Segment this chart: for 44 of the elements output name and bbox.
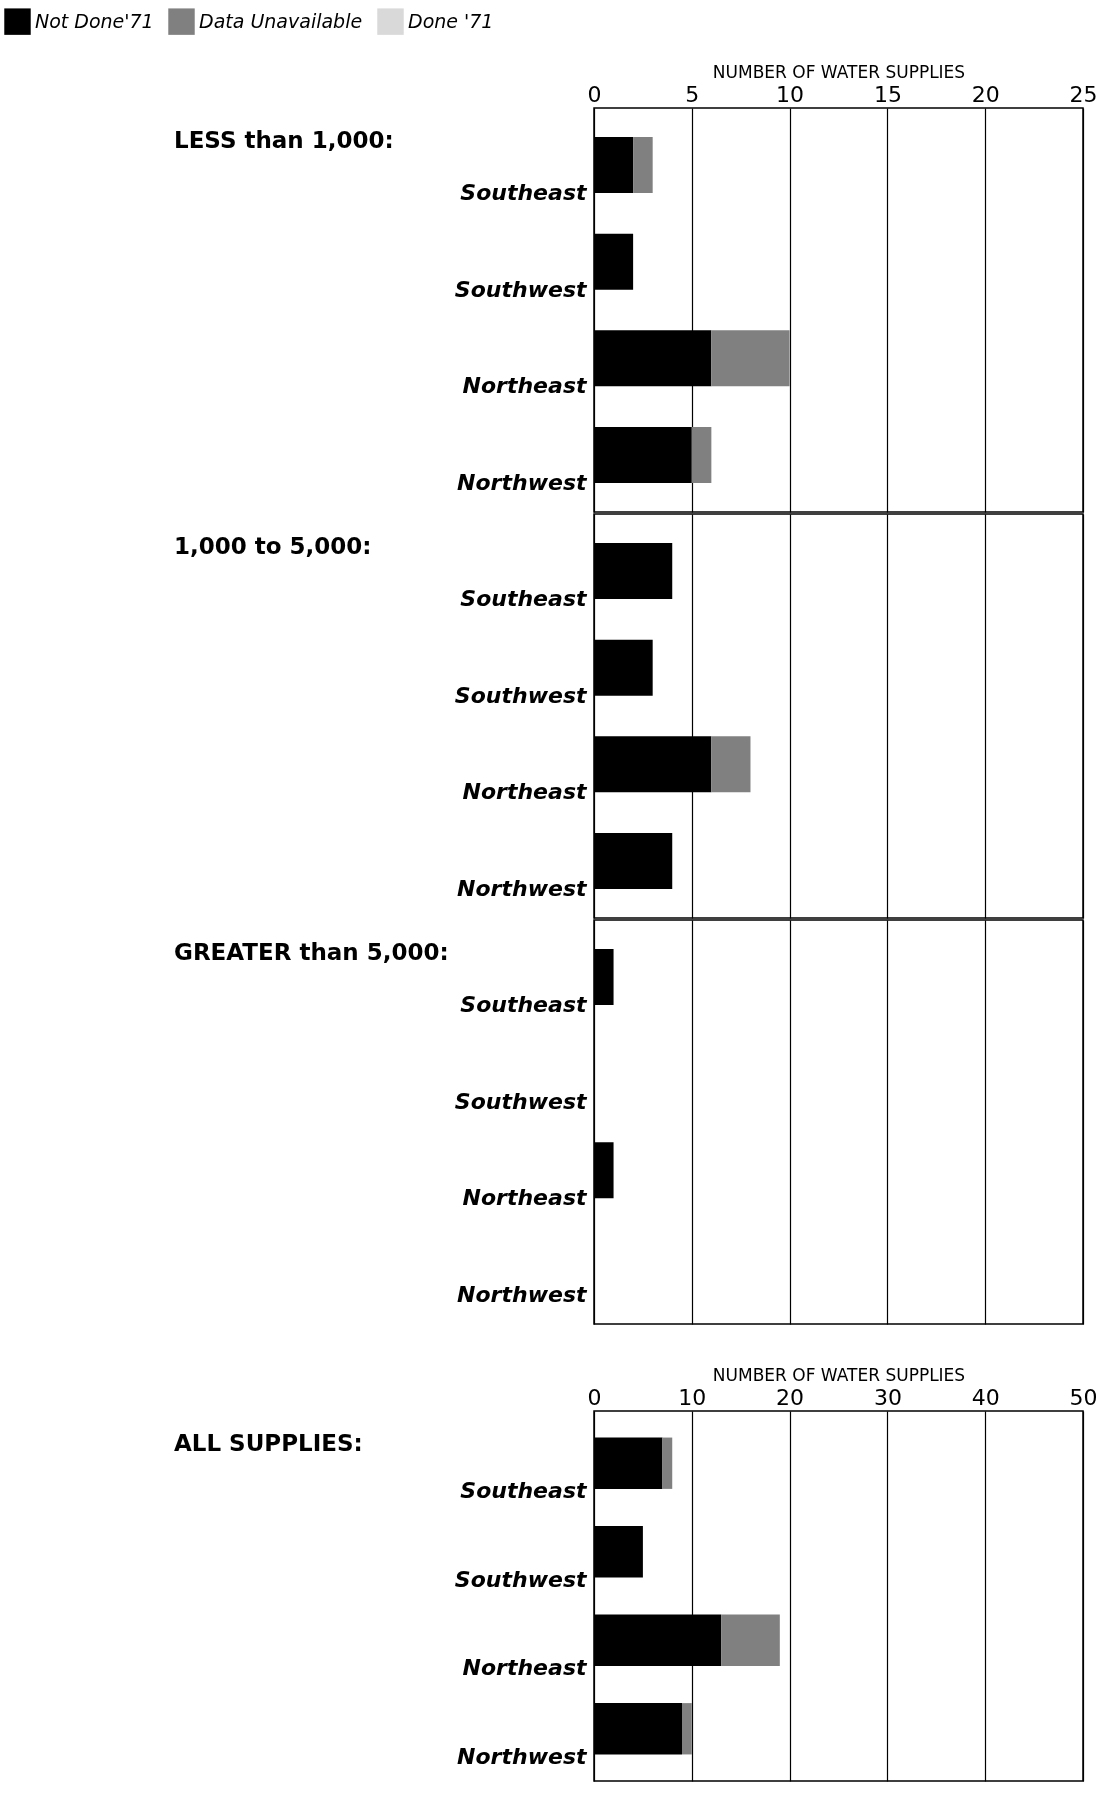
x-tick-label: 30 [873, 1384, 902, 1410]
x-tick-label: 10 [678, 1384, 707, 1410]
x-tick-label: 40 [971, 1384, 1000, 1410]
y-tick-label: Northeast [462, 1185, 588, 1211]
y-tick-label: Southwest [454, 1088, 588, 1114]
y-tick-label: Southwest [454, 276, 588, 302]
x-tick-label: 5 [685, 81, 700, 107]
bar [691, 426, 712, 483]
legend-label: Not Done'71 [35, 9, 154, 32]
y-tick-label: Northwest [457, 1281, 588, 1307]
bar [711, 736, 751, 793]
y-tick-label: Southeast [460, 992, 588, 1018]
y-tick-label: Southwest [454, 1566, 588, 1592]
y-tick-label: Southeast [460, 1478, 588, 1504]
x-tick-label: 15 [873, 81, 902, 107]
bar [721, 1614, 780, 1666]
legend-label: Done '71 [408, 9, 494, 32]
y-tick-label: Northeast [462, 373, 588, 399]
y-tick-label: Northwest [457, 875, 588, 901]
y-tick-label: Southeast [460, 180, 588, 206]
x-tick-label: 0 [587, 81, 602, 107]
x-tick-label: 10 [776, 81, 805, 107]
x-tick-label: 0 [587, 1384, 602, 1410]
x-tick-label: 20 [971, 81, 1000, 107]
text: LESS than 1,000: [174, 127, 394, 153]
bar [662, 1437, 673, 1489]
bar [711, 330, 790, 387]
y-tick-label: Northwest [457, 1743, 588, 1769]
x-tick-label: 25 [1069, 81, 1098, 107]
y-tick-label: Northwest [457, 469, 588, 495]
y-tick-label: Southeast [460, 586, 588, 612]
x-tick-label: 50 [1069, 1384, 1098, 1410]
bar [682, 1703, 692, 1755]
text: ALL SUPPLIES: [174, 1430, 363, 1456]
text: 1,000 to 5,000: [174, 533, 372, 559]
x-axis-title: NUMBER OF WATER SUPPLIES [712, 1364, 966, 1385]
y-tick-label: Northeast [462, 1655, 588, 1681]
bar [633, 137, 653, 194]
x-axis-title: NUMBER OF WATER SUPPLIES [712, 61, 966, 82]
text: GREATER than 5,000: [174, 939, 449, 965]
x-tick-label: 20 [776, 1384, 805, 1410]
legend-label: Data Unavailable [199, 9, 363, 32]
y-tick-label: Southwest [454, 682, 588, 708]
y-tick-label: Northeast [462, 779, 588, 805]
